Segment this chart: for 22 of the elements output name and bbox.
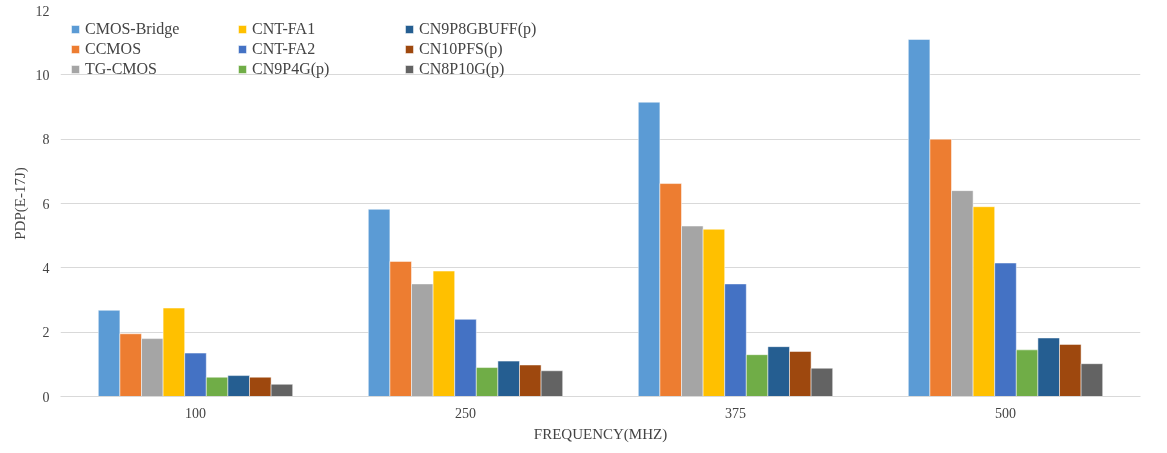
y-tick-label: 4 xyxy=(42,260,50,276)
y-tick-label: 0 xyxy=(42,389,50,405)
y-axis-title: PDP(E-17J) xyxy=(11,167,29,240)
legend-label: CN9P8GBUFF(p) xyxy=(419,20,538,38)
legend-label: CCMOS xyxy=(85,40,143,58)
legend-label: CNT-FA1 xyxy=(252,20,317,38)
y-tick-label: 12 xyxy=(35,3,50,19)
y-tick-label: 8 xyxy=(42,132,50,148)
legend-label: CN9P4G(p) xyxy=(252,60,331,78)
y-tick-label: 10 xyxy=(35,67,50,83)
y-tick-label: 6 xyxy=(42,196,50,212)
x-axis-title: FREQUENCY(MHZ) xyxy=(533,425,668,443)
legend-label: TG-CMOS xyxy=(85,60,158,78)
legend-label: CN10PFS(p) xyxy=(419,40,504,58)
y-tick-label: 2 xyxy=(42,325,50,341)
x-tick-label: 100 xyxy=(185,405,206,421)
x-tick-label: 375 xyxy=(725,405,746,421)
legend-label: CN8P10G(p) xyxy=(419,60,506,78)
x-tick-label: 500 xyxy=(995,405,1016,421)
legend-label: CMOS-Bridge xyxy=(85,20,181,38)
x-tick-label: 250 xyxy=(455,405,476,421)
legend-label: CNT-FA2 xyxy=(252,40,317,58)
